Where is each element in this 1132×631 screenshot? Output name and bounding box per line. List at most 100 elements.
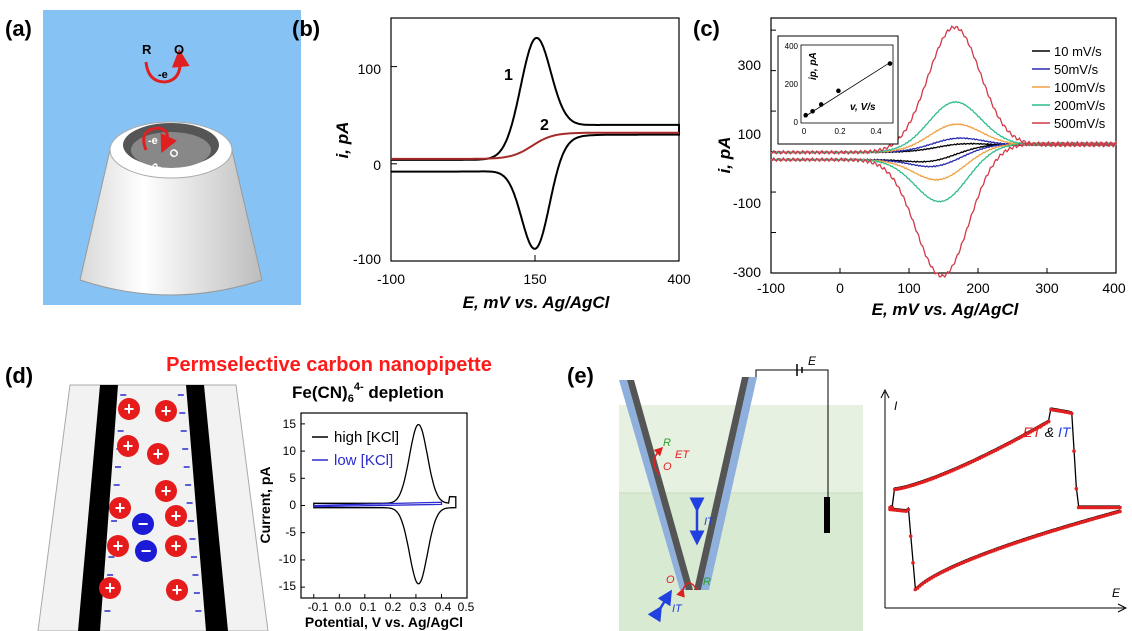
panel-a-label: (a) xyxy=(5,16,32,41)
e-x-arrowhead xyxy=(1117,603,1128,613)
e-legend-it: IT xyxy=(1058,424,1072,440)
e-potential-label: E xyxy=(808,354,817,368)
d-cation-sign: + xyxy=(113,536,124,556)
c-inset-point xyxy=(836,88,841,94)
e-circuit-wire xyxy=(755,369,829,500)
d-subtitle: Fe(CN)64- depletion xyxy=(292,381,444,405)
c-xtick-300: 300 xyxy=(1035,280,1059,296)
plot-b-frame xyxy=(390,17,680,262)
d-cation-circle xyxy=(166,579,188,601)
d-cation: + xyxy=(107,535,129,557)
d-anion: − xyxy=(135,540,157,562)
b-curve-1-label: 1 xyxy=(504,67,513,84)
e-r-upper: R xyxy=(663,437,671,449)
e-point xyxy=(1069,411,1074,416)
d-xtick-4: 0.3 xyxy=(410,600,427,614)
d-ytick-0: 0 xyxy=(289,498,296,512)
c-inset-point xyxy=(818,102,824,107)
e-point xyxy=(908,534,913,538)
panel-e: (e) E R ET O IT O R IT I E ET & IT xyxy=(567,354,1128,631)
d-cation-sign: + xyxy=(171,536,182,556)
cone-body xyxy=(79,149,263,296)
outer-e-label: -e xyxy=(158,69,168,81)
c-curves xyxy=(770,25,1117,278)
c-xtick-neg100: -100 xyxy=(757,280,785,296)
c-xtick-200: 200 xyxy=(966,280,990,296)
c-inset-point xyxy=(887,61,893,66)
d-cation-sign: + xyxy=(153,444,164,464)
b-ytick-neg100: -100 xyxy=(353,251,381,267)
b-ytick-0: 0 xyxy=(373,157,381,173)
c-inset-xlabel: v, V/s xyxy=(850,102,876,113)
e-it-label-tip: IT xyxy=(672,603,683,615)
d-cation-circle xyxy=(99,577,121,599)
panel-e-label: (e) xyxy=(567,363,594,388)
d-cation-sign: + xyxy=(161,401,172,421)
d-subtitle-sup: 4- xyxy=(354,381,364,393)
c-inset-point xyxy=(803,112,809,118)
d-xtick-3: 0.2 xyxy=(385,600,402,614)
d-curve-high xyxy=(313,423,457,585)
b-xlabel: E, mV vs. Ag/AgCl xyxy=(463,293,611,312)
c-ytick-100: 100 xyxy=(738,126,762,142)
c-legend-label-0: 10 mV/s xyxy=(1054,44,1102,59)
e-point xyxy=(1046,419,1051,424)
d-cation-circle xyxy=(107,535,129,557)
c-legend-label-2: 100mV/s xyxy=(1054,80,1106,95)
c-ytick-300: 300 xyxy=(738,57,762,73)
c-inset-ytick-400: 400 xyxy=(785,42,799,51)
e-point xyxy=(906,507,911,512)
d-subtitle-sub: 6 xyxy=(348,393,354,405)
d-anion-circle xyxy=(132,513,154,535)
inner-e-label: -e xyxy=(148,135,158,147)
b-curve-2-label: 2 xyxy=(540,117,549,134)
e-experimental-points xyxy=(888,407,1122,592)
e-legend-amp: & xyxy=(1041,424,1058,440)
e-redox-arrow-tip xyxy=(676,582,698,598)
d-cation-sign: + xyxy=(161,481,172,501)
e-point xyxy=(915,586,920,590)
panel-b-label: (b) xyxy=(292,16,320,41)
d-anion-sign: − xyxy=(141,541,152,561)
e-y-arrowhead xyxy=(880,388,890,399)
d-cation: + xyxy=(99,577,121,599)
e-point xyxy=(1072,449,1076,453)
c-series-4 xyxy=(770,25,1117,278)
d-xlabel: Potential, V vs. Ag/AgCl xyxy=(305,614,463,630)
inner-redox-arrow xyxy=(142,126,177,154)
b-ytick-100: 100 xyxy=(358,61,382,77)
d-cation-circle xyxy=(117,435,139,457)
d-ions: + ++ ++−++ − +++ + xyxy=(99,398,188,601)
d-xtick-0: -0.1 xyxy=(308,600,329,614)
b-xtick-neg100: -100 xyxy=(377,271,405,287)
e-o-tip: O xyxy=(666,574,675,586)
d-ytick-15: 15 xyxy=(283,417,297,431)
c-ytick-neg100: -100 xyxy=(733,195,761,211)
c-xlabel: E, mV vs. Ag/AgCl xyxy=(872,300,1020,319)
outer-o-label: O xyxy=(174,42,184,57)
d-cation: + xyxy=(109,497,131,519)
e-r-tip: R xyxy=(703,576,711,588)
outer-r-label: R xyxy=(142,42,152,57)
d-ytick-neg10: -10 xyxy=(279,552,297,566)
c-inset-ytick-0: 0 xyxy=(794,118,799,127)
d-anion: − xyxy=(132,513,154,535)
d-cation-sign: + xyxy=(115,498,126,518)
plot-d-ticks xyxy=(301,423,468,598)
d-cation-sign: + xyxy=(172,580,183,600)
panel-c-label: (c) xyxy=(693,16,720,41)
c-legend-label-3: 200mV/s xyxy=(1054,98,1106,113)
d-cation: + xyxy=(166,579,188,601)
e-it-arrow-tip xyxy=(647,589,672,623)
panel-a: (a) R O -e -e R O xyxy=(5,10,301,305)
c-legend-label-1: 50mV/s xyxy=(1054,62,1099,77)
c-inset-marks xyxy=(803,61,893,118)
e-point xyxy=(1074,486,1079,491)
pipette-carbon-left xyxy=(78,385,118,631)
e-point xyxy=(1118,505,1122,510)
d-ylabel: Current, pA xyxy=(257,467,273,544)
d-xtick-2: 0.1 xyxy=(360,600,377,614)
d-cation: + xyxy=(147,443,169,465)
d-cation: + xyxy=(155,480,177,502)
d-ytick-labels: 15 10 5 0 -5 -10 -15 xyxy=(279,417,297,593)
